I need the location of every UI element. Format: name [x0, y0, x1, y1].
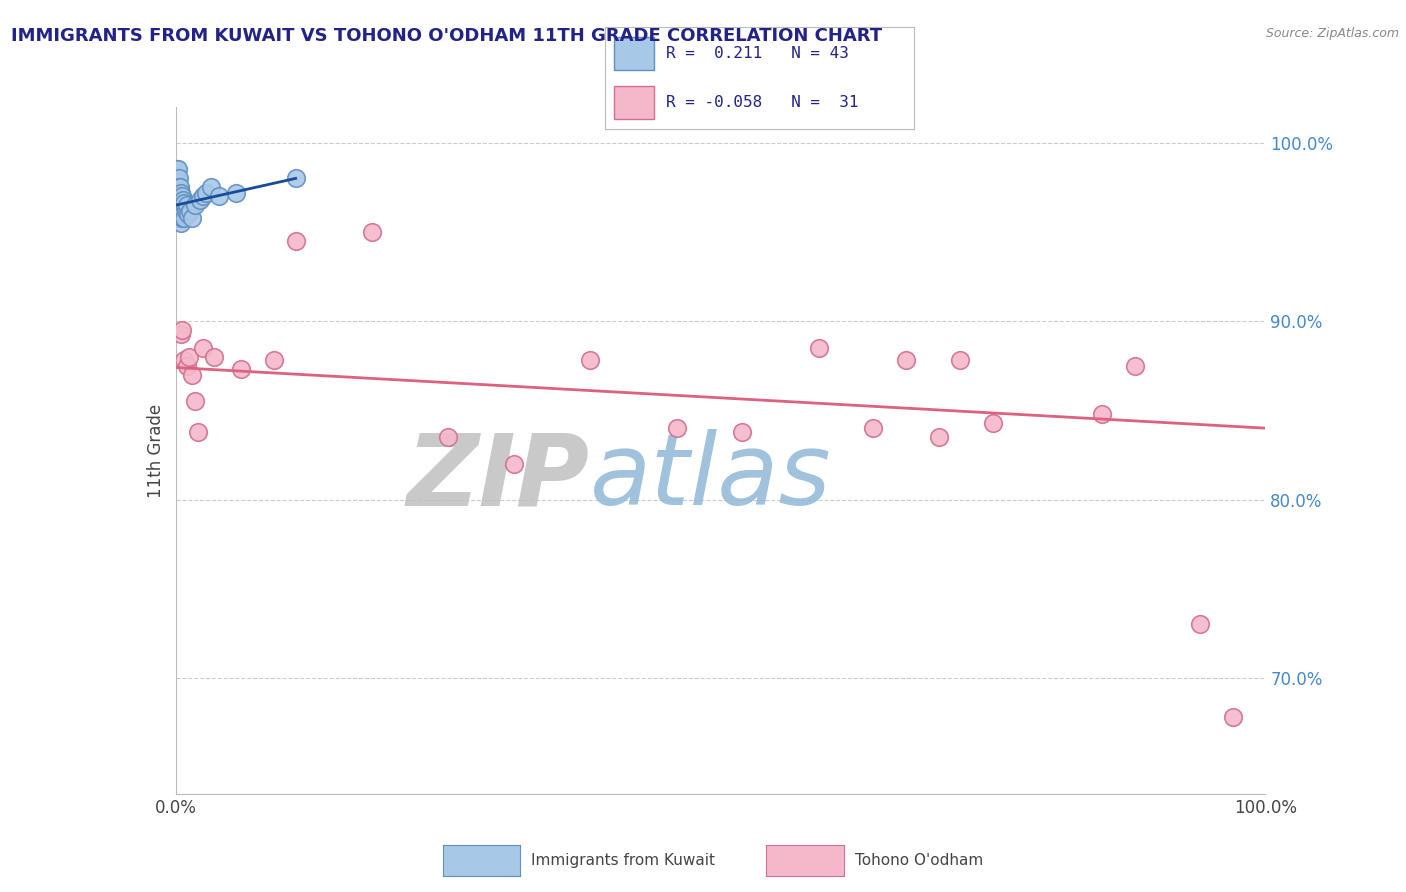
Point	[167, 171, 190, 186]
Point	[170, 216, 193, 230]
Point	[181, 211, 204, 225]
Point	[167, 198, 190, 212]
Point	[176, 359, 198, 373]
Point	[172, 211, 194, 225]
Point	[862, 421, 884, 435]
Point	[166, 162, 188, 177]
Point	[170, 203, 193, 218]
Point	[225, 186, 247, 200]
Point	[167, 186, 190, 200]
Point	[173, 353, 195, 368]
Text: atlas: atlas	[591, 429, 831, 526]
Text: R =  0.211   N = 43: R = 0.211 N = 43	[666, 45, 849, 61]
Point	[174, 203, 197, 218]
Point	[173, 196, 195, 211]
Point	[1222, 710, 1244, 724]
Point	[167, 198, 190, 212]
Point	[186, 425, 209, 439]
Point	[360, 225, 382, 239]
Point	[172, 207, 194, 221]
Point	[191, 341, 214, 355]
Point	[173, 211, 195, 225]
Point	[167, 189, 190, 203]
Point	[167, 162, 190, 177]
Point	[284, 234, 307, 248]
Point	[928, 430, 950, 444]
Point	[1189, 617, 1212, 632]
Point	[167, 180, 190, 194]
Point	[172, 323, 194, 337]
Point	[169, 211, 191, 225]
Point	[167, 175, 190, 189]
Point	[981, 416, 1004, 430]
Point	[894, 353, 917, 368]
Point	[208, 189, 231, 203]
FancyBboxPatch shape	[614, 87, 654, 119]
Point	[169, 207, 191, 221]
Point	[188, 193, 211, 207]
Point	[807, 341, 830, 355]
Point	[263, 353, 285, 368]
Point	[170, 186, 193, 200]
Point	[167, 193, 190, 207]
Point	[949, 353, 972, 368]
Point	[176, 198, 198, 212]
Point	[437, 430, 460, 444]
Point	[166, 171, 188, 186]
Y-axis label: 11th Grade: 11th Grade	[146, 403, 165, 498]
Point	[184, 198, 207, 212]
Point	[181, 368, 204, 382]
Point	[202, 350, 225, 364]
Point	[167, 207, 190, 221]
Point	[177, 207, 200, 221]
Point	[195, 186, 218, 200]
Point	[666, 421, 689, 435]
Point	[177, 350, 200, 364]
Point	[731, 425, 754, 439]
Point	[169, 198, 191, 212]
Point	[167, 203, 190, 218]
Point	[166, 189, 188, 203]
Point	[191, 189, 214, 203]
Point	[166, 198, 188, 212]
Text: Source: ZipAtlas.com: Source: ZipAtlas.com	[1265, 27, 1399, 40]
Point	[579, 353, 602, 368]
Point	[166, 180, 188, 194]
Point	[170, 193, 193, 207]
Point	[169, 189, 191, 203]
Point	[172, 189, 194, 203]
Point	[1123, 359, 1146, 373]
Text: R = -0.058   N =  31: R = -0.058 N = 31	[666, 95, 859, 111]
Text: IMMIGRANTS FROM KUWAIT VS TOHONO O'ODHAM 11TH GRADE CORRELATION CHART: IMMIGRANTS FROM KUWAIT VS TOHONO O'ODHAM…	[11, 27, 883, 45]
Point	[231, 362, 253, 376]
Point	[1091, 407, 1114, 421]
Point	[184, 394, 207, 409]
Text: ZIP: ZIP	[406, 429, 591, 526]
Text: Immigrants from Kuwait: Immigrants from Kuwait	[531, 854, 716, 868]
Point	[170, 326, 193, 341]
Point	[169, 180, 191, 194]
Point	[172, 193, 194, 207]
Point	[172, 198, 194, 212]
Point	[502, 457, 524, 471]
Text: Tohono O'odham: Tohono O'odham	[855, 854, 983, 868]
FancyBboxPatch shape	[614, 37, 654, 70]
Point	[179, 203, 201, 218]
Point	[200, 180, 222, 194]
Point	[284, 171, 307, 186]
